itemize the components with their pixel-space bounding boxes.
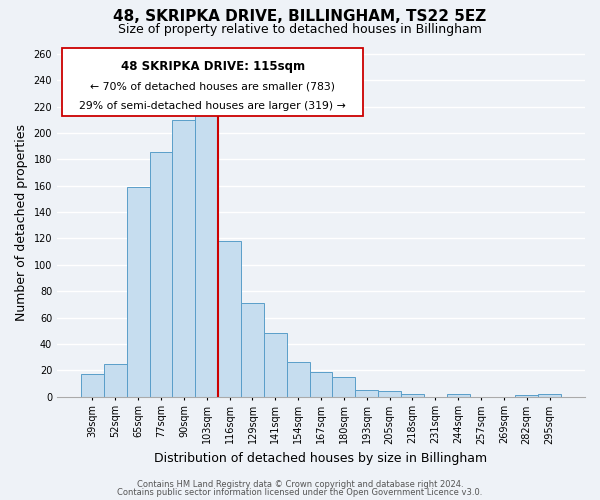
Bar	[355, 390, 378, 396]
Bar	[515, 395, 538, 396]
Text: Contains public sector information licensed under the Open Government Licence v3: Contains public sector information licen…	[118, 488, 482, 497]
Bar	[172, 120, 196, 396]
Text: Contains HM Land Registry data © Crown copyright and database right 2024.: Contains HM Land Registry data © Crown c…	[137, 480, 463, 489]
Bar	[332, 377, 355, 396]
Text: 48, SKRIPKA DRIVE, BILLINGHAM, TS22 5EZ: 48, SKRIPKA DRIVE, BILLINGHAM, TS22 5EZ	[113, 9, 487, 24]
Bar	[218, 241, 241, 396]
Text: 48 SKRIPKA DRIVE: 115sqm: 48 SKRIPKA DRIVE: 115sqm	[121, 60, 305, 73]
X-axis label: Distribution of detached houses by size in Billingham: Distribution of detached houses by size …	[154, 452, 488, 465]
Y-axis label: Number of detached properties: Number of detached properties	[15, 124, 28, 320]
Text: ← 70% of detached houses are smaller (783): ← 70% of detached houses are smaller (78…	[90, 82, 335, 92]
Bar	[196, 114, 218, 397]
Bar	[310, 372, 332, 396]
Bar	[149, 152, 172, 396]
Text: Size of property relative to detached houses in Billingham: Size of property relative to detached ho…	[118, 22, 482, 36]
Bar	[287, 362, 310, 396]
Bar	[447, 394, 470, 396]
Bar	[127, 187, 149, 396]
Text: 29% of semi-detached houses are larger (319) →: 29% of semi-detached houses are larger (…	[79, 100, 346, 110]
Bar	[378, 392, 401, 396]
Bar	[264, 334, 287, 396]
Bar	[81, 374, 104, 396]
Bar	[241, 303, 264, 396]
Bar	[401, 394, 424, 396]
Bar	[538, 394, 561, 396]
Bar	[104, 364, 127, 396]
